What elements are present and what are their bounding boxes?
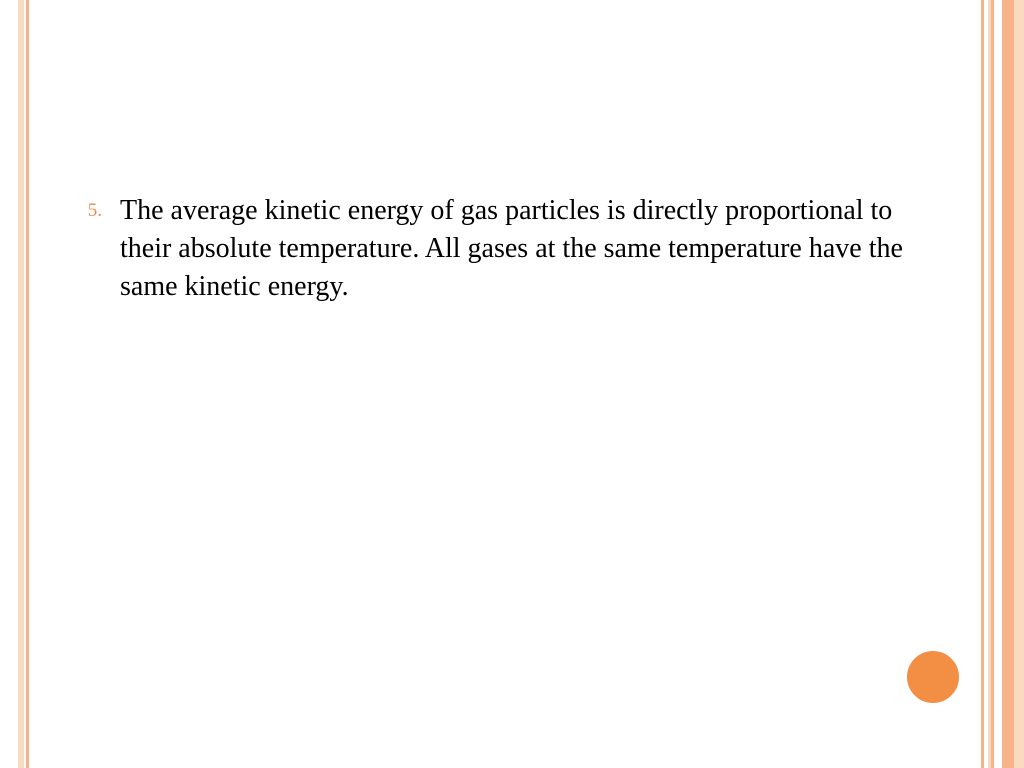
right-stripe-4 (991, 0, 994, 768)
list-text: The average kinetic energy of gas partic… (120, 192, 905, 305)
left-stripe-1 (18, 0, 24, 768)
right-stripe-3 (994, 0, 1002, 768)
right-stripe-2 (1002, 0, 1014, 768)
left-stripe-2 (26, 0, 29, 768)
right-stripe-5 (988, 0, 991, 768)
right-stripe-1 (1014, 0, 1024, 768)
list-number: 5. (85, 192, 120, 222)
circle-decoration (904, 648, 962, 706)
list-item: 5. The average kinetic energy of gas par… (85, 192, 905, 305)
slide-content: 5. The average kinetic energy of gas par… (85, 192, 905, 305)
right-stripe-6 (981, 0, 984, 768)
